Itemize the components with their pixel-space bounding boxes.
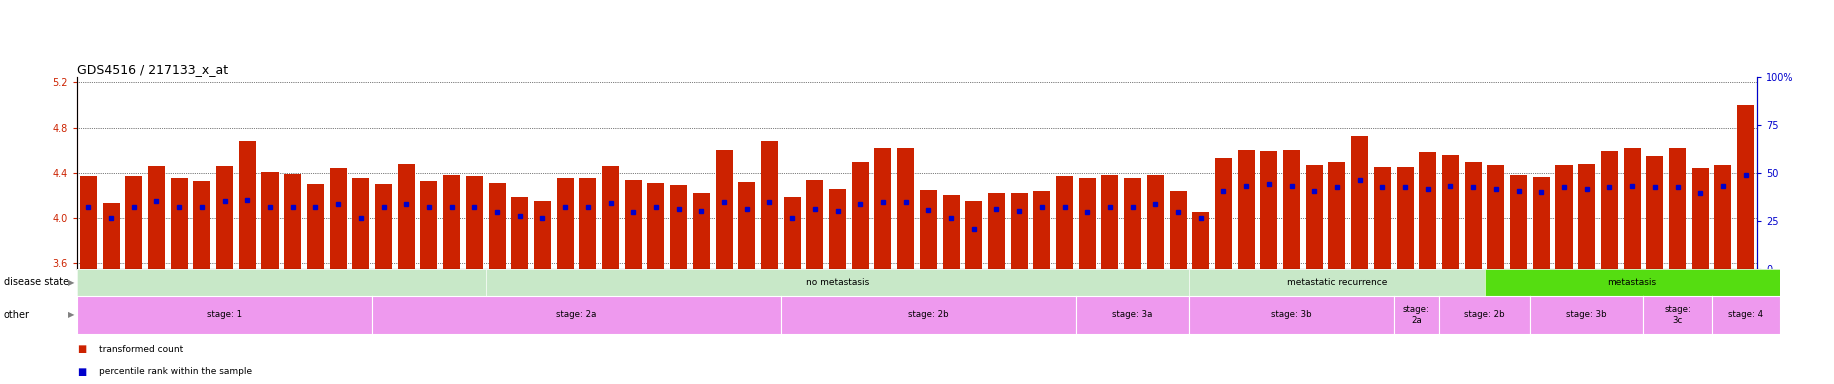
Bar	[897, 148, 913, 269]
Bar	[1579, 164, 1596, 269]
Bar	[1533, 177, 1550, 269]
Bar	[1260, 151, 1278, 269]
Bar	[1669, 148, 1685, 269]
Bar	[125, 176, 143, 269]
Bar	[1420, 152, 1436, 269]
Bar	[1328, 162, 1346, 269]
Text: metastasis: metastasis	[1608, 278, 1656, 287]
Bar	[1170, 191, 1187, 269]
Bar	[171, 179, 187, 269]
Text: stage: 2b: stage: 2b	[1464, 310, 1506, 319]
Bar	[1509, 175, 1528, 269]
Text: GDS4516 / 217133_x_at: GDS4516 / 217133_x_at	[77, 63, 227, 76]
Bar	[193, 181, 211, 269]
Bar	[602, 166, 620, 269]
Bar	[1715, 165, 1731, 269]
Text: ▶: ▶	[68, 310, 75, 319]
Bar	[921, 190, 937, 269]
Bar	[1374, 167, 1390, 269]
Text: stage:
2a: stage: 2a	[1403, 305, 1431, 324]
Bar	[989, 193, 1005, 269]
Bar	[669, 185, 688, 269]
Text: ▶: ▶	[68, 278, 75, 287]
Bar	[715, 150, 732, 269]
Bar	[1124, 179, 1141, 269]
Bar	[693, 193, 710, 269]
Bar	[761, 141, 778, 269]
Bar	[739, 182, 756, 269]
Bar	[444, 175, 460, 269]
Text: percentile rank within the sample: percentile rank within the sample	[99, 367, 251, 376]
Bar	[512, 197, 528, 269]
Bar	[238, 141, 255, 269]
Bar	[1647, 156, 1663, 269]
Text: stage: 2a: stage: 2a	[556, 310, 596, 319]
Text: stage: 3b: stage: 3b	[1271, 310, 1311, 319]
Bar	[1214, 158, 1232, 269]
Bar	[534, 201, 550, 269]
Bar	[1442, 155, 1460, 269]
Bar	[306, 184, 325, 269]
Text: transformed count: transformed count	[99, 344, 183, 354]
Bar	[330, 168, 347, 269]
Bar	[647, 183, 664, 269]
Bar	[374, 184, 392, 269]
Text: metastatic recurrence: metastatic recurrence	[1287, 278, 1387, 287]
Bar	[81, 176, 97, 269]
Bar	[1487, 165, 1504, 269]
Bar	[1465, 162, 1482, 269]
Bar	[1056, 176, 1073, 269]
Text: stage:
3c: stage: 3c	[1663, 305, 1691, 324]
Bar	[262, 172, 279, 269]
Text: stage: 3b: stage: 3b	[1566, 310, 1607, 319]
Bar	[556, 179, 574, 269]
Bar	[625, 180, 642, 269]
Bar	[1011, 193, 1027, 269]
Text: stage: 2b: stage: 2b	[908, 310, 948, 319]
Bar	[216, 166, 233, 269]
Bar	[1396, 167, 1414, 269]
Bar	[1102, 175, 1119, 269]
Text: stage: 1: stage: 1	[207, 310, 242, 319]
Text: disease state: disease state	[4, 277, 70, 287]
Text: other: other	[4, 310, 29, 320]
Bar	[1192, 212, 1209, 269]
Bar	[398, 164, 414, 269]
Text: ■: ■	[77, 366, 86, 377]
Bar	[783, 197, 801, 269]
Bar	[875, 148, 891, 269]
Bar	[1691, 168, 1709, 269]
Bar	[103, 203, 119, 269]
Bar	[149, 166, 165, 269]
Bar	[965, 201, 983, 269]
Bar	[466, 176, 482, 269]
Bar	[488, 183, 506, 269]
Bar	[1238, 150, 1254, 269]
Text: ■: ■	[77, 344, 86, 354]
Text: no metastasis: no metastasis	[805, 278, 869, 287]
Bar	[943, 195, 959, 269]
Text: stage: 4: stage: 4	[1728, 310, 1762, 319]
Bar	[1078, 179, 1095, 269]
Bar	[420, 181, 438, 269]
Bar	[1601, 151, 1618, 269]
Bar	[1623, 148, 1641, 269]
Bar	[284, 174, 301, 269]
Bar	[829, 189, 845, 269]
Bar	[1284, 150, 1300, 269]
Bar	[1737, 105, 1753, 269]
Bar	[851, 162, 869, 269]
Bar	[1352, 136, 1368, 269]
Bar	[1146, 175, 1165, 269]
Bar	[352, 179, 369, 269]
Text: stage: 3a: stage: 3a	[1113, 310, 1154, 319]
Bar	[580, 179, 596, 269]
Bar	[1555, 165, 1572, 269]
Bar	[1033, 191, 1051, 269]
Bar	[1306, 165, 1322, 269]
Bar	[807, 180, 823, 269]
